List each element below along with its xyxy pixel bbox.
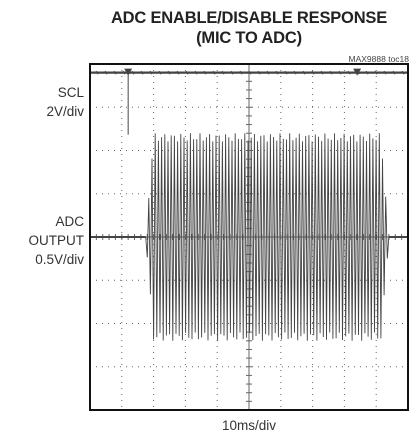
scl-trace-noise	[185, 70, 189, 75]
scl-trace-noise	[275, 70, 279, 75]
scl-trace-noise	[158, 70, 162, 75]
scl-trace-noise	[257, 70, 261, 75]
scl-trigger-marker	[124, 68, 133, 76]
scl-trace-noise	[392, 70, 396, 75]
scl-trace-noise	[221, 70, 225, 75]
scl-trace-noise	[248, 70, 252, 75]
scl-channel-name: SCL	[57, 85, 84, 100]
scl-trace-noise	[356, 70, 360, 75]
scl-trace-noise	[239, 70, 243, 75]
scl-trace-noise	[140, 70, 144, 75]
adc-channel-name-2: OUTPUT	[28, 233, 85, 248]
scl-trace-noise	[122, 70, 126, 75]
figure-reference: MAX9888 toc18	[348, 54, 409, 64]
scl-trace-noise	[176, 70, 180, 75]
plot-frame	[89, 63, 409, 411]
scl-trace-noise	[401, 70, 405, 75]
scl-trace-noise	[149, 70, 153, 75]
scl-trace-noise	[302, 70, 306, 75]
scl-trace-noise	[212, 70, 216, 75]
scl-trace-noise	[374, 70, 378, 75]
scl-trace-noise	[338, 70, 342, 75]
scl-trace-noise	[230, 70, 234, 75]
scl-trace-noise	[383, 70, 387, 75]
scl-trace-noise	[311, 70, 315, 75]
scl-trace-noise	[104, 70, 108, 75]
scl-trace-noise	[329, 70, 333, 75]
x-axis-label: 10ms/div	[221, 418, 277, 433]
scl-trace-noise	[284, 70, 288, 75]
scl-trace-noise	[113, 70, 117, 75]
scl-trace-noise	[131, 70, 135, 75]
scl-trace-noise	[194, 70, 198, 75]
chart-title: ADC ENABLE/DISABLE RESPONSE	[110, 9, 388, 27]
scl-trace-noise	[365, 70, 369, 75]
scl-trace-noise	[320, 70, 324, 75]
adc-channel-scale: 0.5V/div	[35, 252, 84, 267]
adc-channel-name-1: ADC	[55, 214, 84, 229]
adc-output-burst	[145, 133, 390, 341]
scl-trace-noise	[266, 70, 270, 75]
scl-trace-noise	[203, 70, 207, 75]
scl-trace-noise	[95, 70, 99, 75]
adc-channel-label: ADC OUTPUT 0.5V/div	[29, 212, 85, 269]
scl-channel-label: SCL 2V/div	[46, 83, 84, 121]
scl-channel-scale: 2V/div	[46, 104, 84, 119]
chart-subtitle: (MIC TO ADC)	[196, 29, 302, 47]
scl-trace-noise	[293, 70, 297, 75]
scl-trace-noise	[167, 70, 171, 75]
scl-trace-noise	[347, 70, 351, 75]
